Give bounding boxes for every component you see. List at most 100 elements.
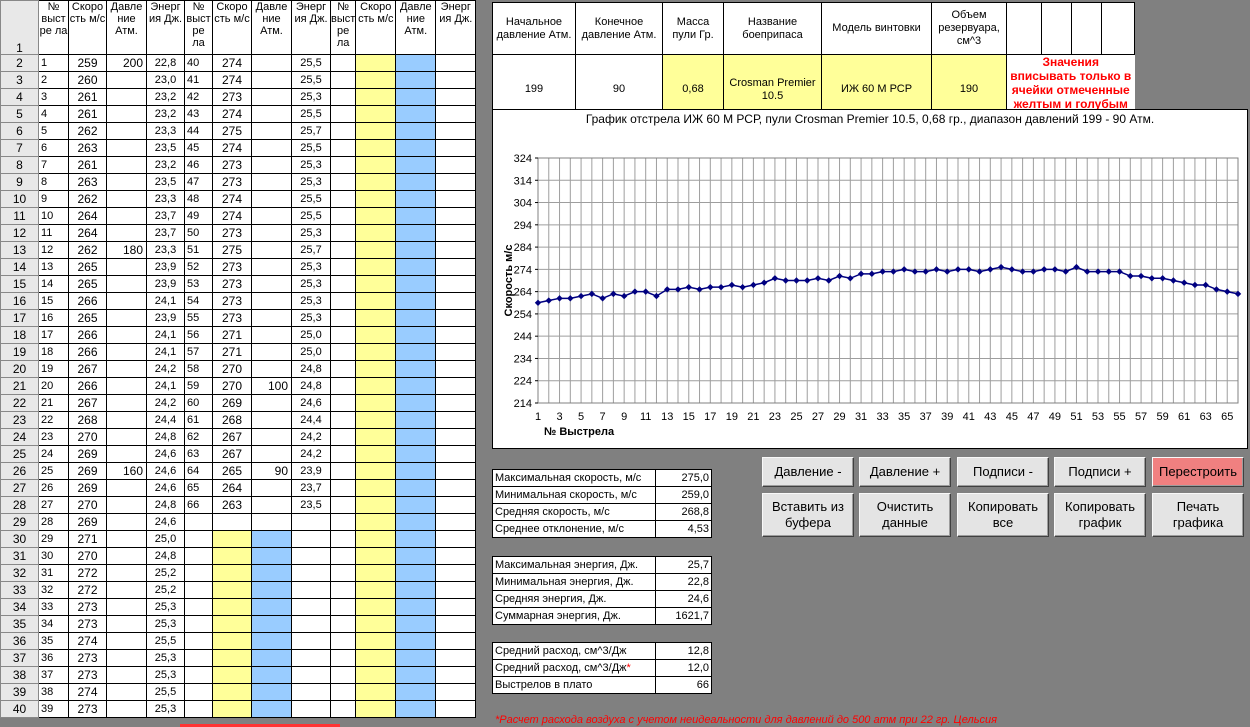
energy-cell[interactable]: 23,7 <box>146 224 185 242</box>
speed-cell[interactable] <box>212 649 252 667</box>
row-header[interactable]: 30 <box>0 530 39 548</box>
energy-cell[interactable] <box>435 428 477 446</box>
shot-number-cell[interactable] <box>184 581 213 599</box>
shot-number-cell[interactable]: 34 <box>38 615 69 633</box>
speed-cell[interactable]: 272 <box>68 564 107 582</box>
energy-cell[interactable]: 25,3 <box>146 666 185 684</box>
speed-cell[interactable]: 273 <box>212 309 252 327</box>
pressure-cell[interactable] <box>395 649 437 667</box>
speed-cell[interactable] <box>355 632 397 650</box>
shot-number-cell[interactable]: 31 <box>38 564 69 582</box>
speed-cell[interactable]: 267 <box>68 360 107 378</box>
shot-number-cell[interactable] <box>329 88 357 106</box>
shot-number-cell[interactable] <box>329 360 357 378</box>
speed-cell[interactable] <box>355 292 397 310</box>
energy-cell[interactable]: 24,8 <box>146 428 185 446</box>
pressure-cell[interactable] <box>106 496 147 514</box>
shot-number-cell[interactable]: 56 <box>184 326 213 344</box>
pressure-cell[interactable] <box>106 581 147 599</box>
pressure-cell[interactable] <box>395 547 437 565</box>
pressure-cell[interactable] <box>251 139 292 157</box>
energy-cell[interactable] <box>435 564 477 582</box>
shot-number-cell[interactable]: 37 <box>38 666 69 684</box>
energy-cell[interactable] <box>291 581 331 599</box>
energy-cell[interactable]: 23,3 <box>146 190 185 208</box>
speed-cell[interactable] <box>355 88 397 106</box>
shot-number-cell[interactable]: 11 <box>38 224 69 242</box>
shot-number-cell[interactable]: 27 <box>38 496 69 514</box>
row-header[interactable]: 21 <box>0 377 39 395</box>
pressure-cell[interactable] <box>251 632 292 650</box>
pressure-cell[interactable] <box>251 54 292 72</box>
speed-cell[interactable]: 265 <box>68 258 107 276</box>
shot-number-cell[interactable] <box>184 615 213 633</box>
speed-cell[interactable]: 268 <box>212 411 252 429</box>
velocity-chart[interactable]: График отстрела ИЖ 60 М РСР, пули Crosma… <box>492 109 1248 449</box>
row-header[interactable]: 7 <box>0 139 39 157</box>
pressure-cell[interactable] <box>106 564 147 582</box>
pressure-cell[interactable] <box>395 241 437 259</box>
energy-cell[interactable]: 25,7 <box>291 241 331 259</box>
energy-cell[interactable] <box>291 513 331 531</box>
pressure-cell[interactable] <box>251 224 292 242</box>
pressure-cell[interactable] <box>251 683 292 701</box>
shot-number-cell[interactable] <box>329 547 357 565</box>
row-header[interactable]: 13 <box>0 241 39 259</box>
speed-cell[interactable] <box>355 445 397 463</box>
speed-cell[interactable]: 273 <box>212 275 252 293</box>
shot-number-cell[interactable] <box>184 513 213 531</box>
energy-cell[interactable]: 24,1 <box>146 343 185 361</box>
shot-number-cell[interactable] <box>329 207 357 225</box>
row-header[interactable]: 37 <box>0 649 39 667</box>
speed-cell[interactable] <box>212 598 252 616</box>
row-header[interactable]: 2 <box>0 54 39 72</box>
speed-cell[interactable] <box>355 275 397 293</box>
shot-number-cell[interactable]: 18 <box>38 343 69 361</box>
speed-cell[interactable]: 271 <box>68 530 107 548</box>
row-header[interactable]: 5 <box>0 105 39 123</box>
speed-cell[interactable] <box>355 462 397 480</box>
energy-cell[interactable] <box>291 598 331 616</box>
shot-number-cell[interactable]: 14 <box>38 275 69 293</box>
row-header[interactable]: 16 <box>0 292 39 310</box>
col-header-energy[interactable]: Энерг ия Дж. <box>291 0 331 55</box>
shot-number-cell[interactable] <box>329 564 357 582</box>
pressure-cell[interactable] <box>395 564 437 582</box>
pressure-cell[interactable] <box>395 292 437 310</box>
pressure-cell[interactable] <box>251 530 292 548</box>
shot-number-cell[interactable] <box>329 326 357 344</box>
shot-number-cell[interactable]: 19 <box>38 360 69 378</box>
energy-cell[interactable] <box>435 666 477 684</box>
speed-cell[interactable]: 269 <box>68 445 107 463</box>
speed-cell[interactable]: 266 <box>68 343 107 361</box>
shot-number-cell[interactable]: 39 <box>38 700 69 718</box>
empty-cell[interactable] <box>1071 2 1102 55</box>
speed-cell[interactable] <box>355 241 397 259</box>
energy-cell[interactable] <box>291 530 331 548</box>
shot-number-cell[interactable] <box>329 258 357 276</box>
speed-cell[interactable]: 273 <box>68 649 107 667</box>
shot-number-cell[interactable]: 29 <box>38 530 69 548</box>
speed-cell[interactable]: 273 <box>212 173 252 191</box>
speed-cell[interactable] <box>355 598 397 616</box>
pressure-cell[interactable] <box>395 394 437 412</box>
energy-cell[interactable]: 25,3 <box>291 292 331 310</box>
pressure-cell[interactable] <box>395 105 437 123</box>
energy-cell[interactable]: 25,0 <box>291 343 331 361</box>
speed-cell[interactable]: 274 <box>212 139 252 157</box>
speed-cell[interactable]: 273 <box>68 666 107 684</box>
shot-number-cell[interactable] <box>329 632 357 650</box>
pressure-cell[interactable] <box>395 343 437 361</box>
pressure-cell[interactable] <box>395 122 437 140</box>
shot-number-cell[interactable]: 28 <box>38 513 69 531</box>
pressure-cell[interactable] <box>395 207 437 225</box>
speed-cell[interactable]: 267 <box>212 445 252 463</box>
energy-cell[interactable] <box>291 683 331 701</box>
shot-number-cell[interactable] <box>329 343 357 361</box>
shot-number-cell[interactable]: 10 <box>38 207 69 225</box>
shot-number-cell[interactable]: 16 <box>38 309 69 327</box>
pressure-cell[interactable] <box>106 224 147 242</box>
pressure-cell[interactable] <box>251 547 292 565</box>
energy-cell[interactable] <box>435 224 477 242</box>
pressure-cell[interactable] <box>106 479 147 497</box>
